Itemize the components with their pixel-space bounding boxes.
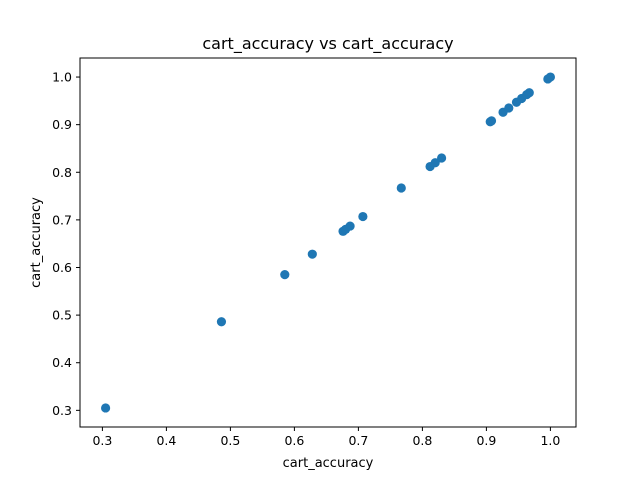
data-point [396,183,406,193]
x-tick-label: 0.9 [476,433,496,448]
x-axis-label: cart_accuracy [283,456,374,471]
y-tick-label: 0.6 [52,260,72,275]
y-tick-label: 0.7 [52,212,72,227]
data-point [358,211,368,222]
data-point [504,103,514,113]
data-point [430,158,440,168]
y-tick-label: 0.3 [52,403,72,418]
data-point [307,249,317,259]
x-tick-label: 1.0 [540,433,560,448]
y-tick-label: 0.5 [52,308,72,323]
plot-area-frame [79,57,577,428]
data-point [524,88,534,98]
x-tick-label: 0.4 [156,433,176,448]
chart-title: cart_accuracy vs cart_accuracy [202,34,453,54]
data-point [437,153,447,163]
data-point [101,403,111,413]
x-tick-label: 0.8 [412,433,432,448]
x-axis-ticks: 0.3 0.4 0.5 0.6 0.7 0.8 0.9 1.0 [92,427,560,448]
y-tick-label: 0.4 [52,355,72,370]
data-point [545,72,556,82]
y-tick-label: 0.9 [52,117,72,132]
data-point [345,221,355,231]
y-axis-label: cart_accuracy [29,197,44,288]
data-point [486,116,497,126]
data-point [216,317,227,327]
x-tick-label: 0.5 [220,433,240,448]
y-tick-label: 1.0 [52,70,72,85]
y-tick-label: 0.8 [52,165,72,180]
y-axis-ticks: 0.3 0.4 0.5 0.6 0.7 0.8 0.9 1.0 [52,70,80,418]
x-tick-label: 0.6 [284,433,304,448]
x-tick-label: 0.3 [92,433,112,448]
x-tick-label: 0.7 [348,433,368,448]
data-point [280,270,290,280]
data-points [101,72,556,413]
